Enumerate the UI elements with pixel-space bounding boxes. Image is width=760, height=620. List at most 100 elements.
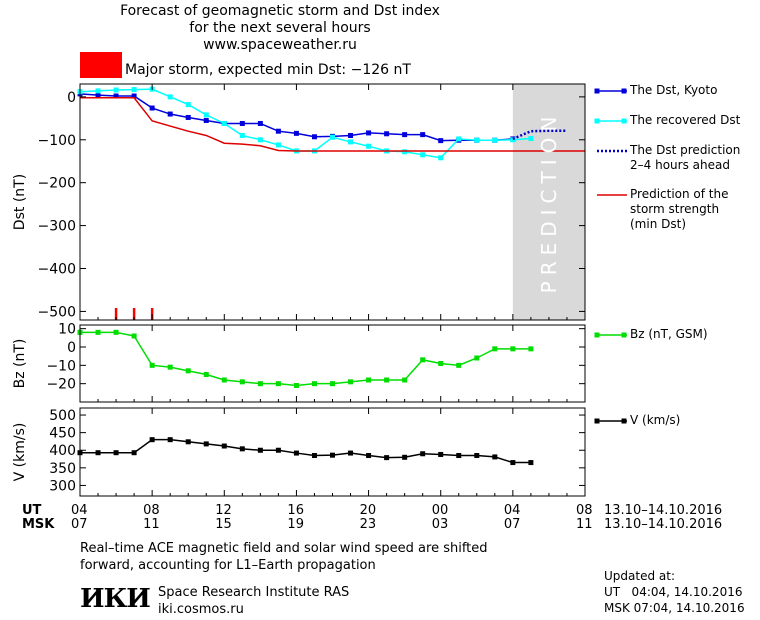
ut-tick-label: 16 <box>287 503 304 518</box>
bz-data-point <box>131 333 137 339</box>
bz-data-point <box>311 381 317 387</box>
legend-swatch-marker <box>594 418 600 424</box>
ut-tick-label: 20 <box>359 503 377 518</box>
dst-data-point <box>275 128 281 134</box>
dst-data-point <box>239 120 245 126</box>
dst-data-point <box>420 132 426 138</box>
dst-data-point <box>311 134 317 140</box>
v-data-point <box>402 454 408 460</box>
dst-data-point <box>257 137 263 143</box>
dst-data-point <box>420 152 426 158</box>
updated-label: Updated at: <box>604 569 675 583</box>
legend-dst-prediction-1: The Dst prediction <box>630 143 741 157</box>
v-data-point <box>275 447 281 453</box>
bz-data-point <box>510 346 516 352</box>
legend-recovered-dst: The recovered Dst <box>630 113 741 127</box>
bz-data-point <box>420 357 426 363</box>
prediction-band-label: PREDICTION <box>537 111 561 294</box>
v-data-point <box>257 447 263 453</box>
updated-msk: MSK 07:04, 14.10.2016 <box>604 601 745 615</box>
dst-data-point <box>95 88 101 94</box>
ut-tick-label: 00 <box>431 503 449 518</box>
legend-storm-strength-2: storm strength <box>630 202 720 216</box>
v-ytick-label: 500 <box>49 408 76 424</box>
dst-data-point <box>203 112 209 118</box>
legend-dst-prediction-2: 2–4 hours ahead <box>630 158 730 172</box>
v-data-point <box>131 450 137 456</box>
v-data-point <box>456 453 462 459</box>
legend-storm-strength-1: Prediction of the <box>630 187 729 201</box>
bz-data-point <box>293 383 299 388</box>
bz-data-point <box>528 346 534 352</box>
storm-label: Major storm, expected min Dst: −126 nT <box>125 62 411 78</box>
msk-tick-label: 11 <box>576 517 593 532</box>
dst-data-point <box>239 132 245 138</box>
legend-swatch-marker <box>621 118 627 124</box>
ut-row-label: UT <box>22 503 42 518</box>
v-ylabel: V (km/s) <box>12 423 28 482</box>
v-data-point <box>239 446 245 452</box>
dst-data-point <box>366 130 372 136</box>
v-data-point <box>366 453 372 459</box>
msk-row-label: MSK <box>22 517 55 532</box>
bz-data-point <box>492 346 498 352</box>
bz-data-point <box>330 381 335 387</box>
v-ytick-label: 400 <box>49 443 76 459</box>
dst-data-point <box>95 92 101 98</box>
dst-data-point <box>185 114 191 120</box>
bz-data-point <box>167 364 173 370</box>
ut-tick-label: 04 <box>503 503 521 518</box>
dst-data-point <box>474 137 480 143</box>
dst-data-point <box>149 105 155 111</box>
v-data-point <box>95 450 101 456</box>
dst-ytick-label: −100 <box>38 133 76 149</box>
v-data-point <box>167 437 173 443</box>
dst-data-point <box>293 130 299 136</box>
v-data-point <box>420 451 426 457</box>
institute-name: Space Research Institute RAS <box>158 585 350 600</box>
v-data-point <box>438 451 444 457</box>
dst-data-point <box>348 139 354 145</box>
prediction-band <box>512 84 585 320</box>
bz-data-point <box>275 381 281 387</box>
chart-source-url: www.spaceweather.ru <box>203 37 357 53</box>
v-data-point <box>510 460 516 466</box>
v-data-point <box>492 454 498 460</box>
bz-data-point <box>221 377 227 383</box>
footer-note-line-1: Real–time ACE magnetic field and solar w… <box>80 541 488 556</box>
dst-data-point <box>402 132 408 138</box>
bz-data-point <box>95 329 101 335</box>
msk-tick-label: 07 <box>71 517 88 532</box>
legend-swatch-marker <box>621 418 627 424</box>
ut-tick-label: 08 <box>576 503 593 518</box>
v-data-point <box>528 460 534 466</box>
legend-storm-strength-3: (min Dst) <box>630 217 687 231</box>
bz-data-point <box>239 379 245 385</box>
v-data-point <box>384 455 390 461</box>
dst-data-point <box>257 120 263 126</box>
dst-ytick-label: −500 <box>38 304 76 320</box>
dst-ylabel: Dst (nT) <box>12 174 28 230</box>
ut-tick-label: 08 <box>143 503 160 518</box>
bz-data-point <box>402 377 408 383</box>
dst-data-point <box>438 155 444 161</box>
storm-level-swatch <box>80 52 122 78</box>
dst-data-point <box>438 138 444 144</box>
msk-tick-label: 19 <box>287 517 304 532</box>
institute-site-link[interactable]: iki.cosmos.ru <box>158 602 244 617</box>
dst-data-point <box>275 142 281 148</box>
dst-series-line-1 <box>79 88 531 159</box>
dst-ytick-label: −400 <box>38 262 76 278</box>
legend-swatch-marker <box>594 118 600 124</box>
bz-data-point <box>113 329 119 335</box>
legend-dst-kyoto: The Dst, Kyoto <box>630 83 718 97</box>
v-ytick-label: 450 <box>49 426 76 442</box>
legend-swatch-marker <box>621 88 627 94</box>
bz-ytick-label: −20 <box>46 377 76 393</box>
dst-series-line-3 <box>80 96 585 152</box>
dst-ytick-label: −200 <box>38 176 76 192</box>
v-data-point <box>293 450 299 456</box>
bz-ytick-label: −10 <box>46 358 76 374</box>
bz-data-point <box>384 377 390 383</box>
v-series-line-0 <box>80 438 531 464</box>
